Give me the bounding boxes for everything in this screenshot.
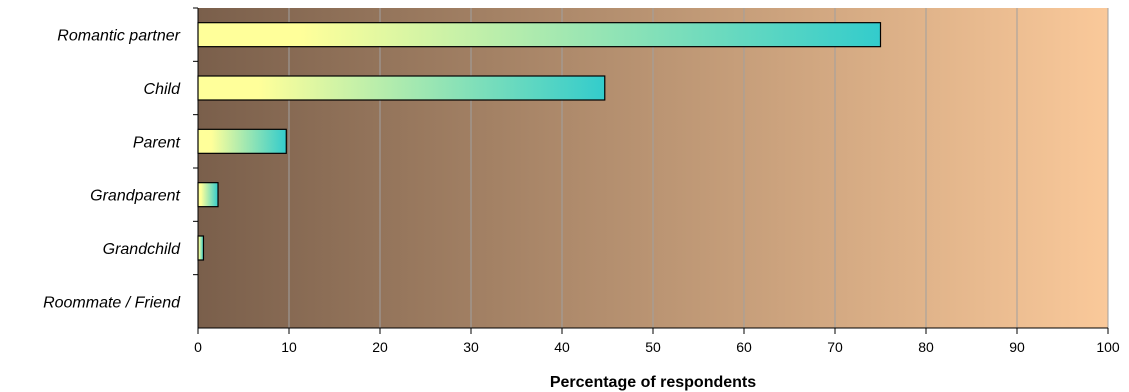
x-tick-label: 20: [372, 339, 388, 355]
category-label: Parent: [133, 134, 181, 151]
category-label: Grandparent: [90, 188, 180, 205]
x-tick-label: 100: [1096, 339, 1120, 355]
x-tick-label: 70: [827, 339, 843, 355]
x-tick-label: 50: [645, 339, 661, 355]
x-axis-title: Percentage of respondents: [550, 374, 756, 391]
category-labels: Romantic partner Child Parent Grandparent Gr…: [43, 28, 181, 312]
bar: [197, 128, 287, 154]
bar: [197, 182, 219, 208]
bar: [197, 75, 606, 101]
x-tick-label: 60: [736, 339, 752, 355]
x-tick-labels: 0 10 20 30 40 50 60 70 80 90 100: [194, 339, 1120, 355]
bars: [197, 22, 882, 261]
x-tick-label: 0: [194, 339, 202, 355]
category-label: Roommate / Friend: [43, 294, 181, 311]
axes: [193, 7, 1109, 334]
x-tick-label: 10: [281, 339, 297, 355]
gridlines: [288, 8, 1109, 328]
x-tick-label: 90: [1009, 339, 1025, 355]
category-label: Romantic partner: [57, 28, 180, 45]
bar: [197, 235, 205, 261]
category-label: Child: [144, 81, 182, 98]
x-tick-label: 30: [463, 339, 479, 355]
category-label: Grandchild: [103, 241, 181, 258]
x-tick-label: 40: [554, 339, 570, 355]
x-tick-label: 80: [918, 339, 934, 355]
bar: [197, 22, 882, 48]
